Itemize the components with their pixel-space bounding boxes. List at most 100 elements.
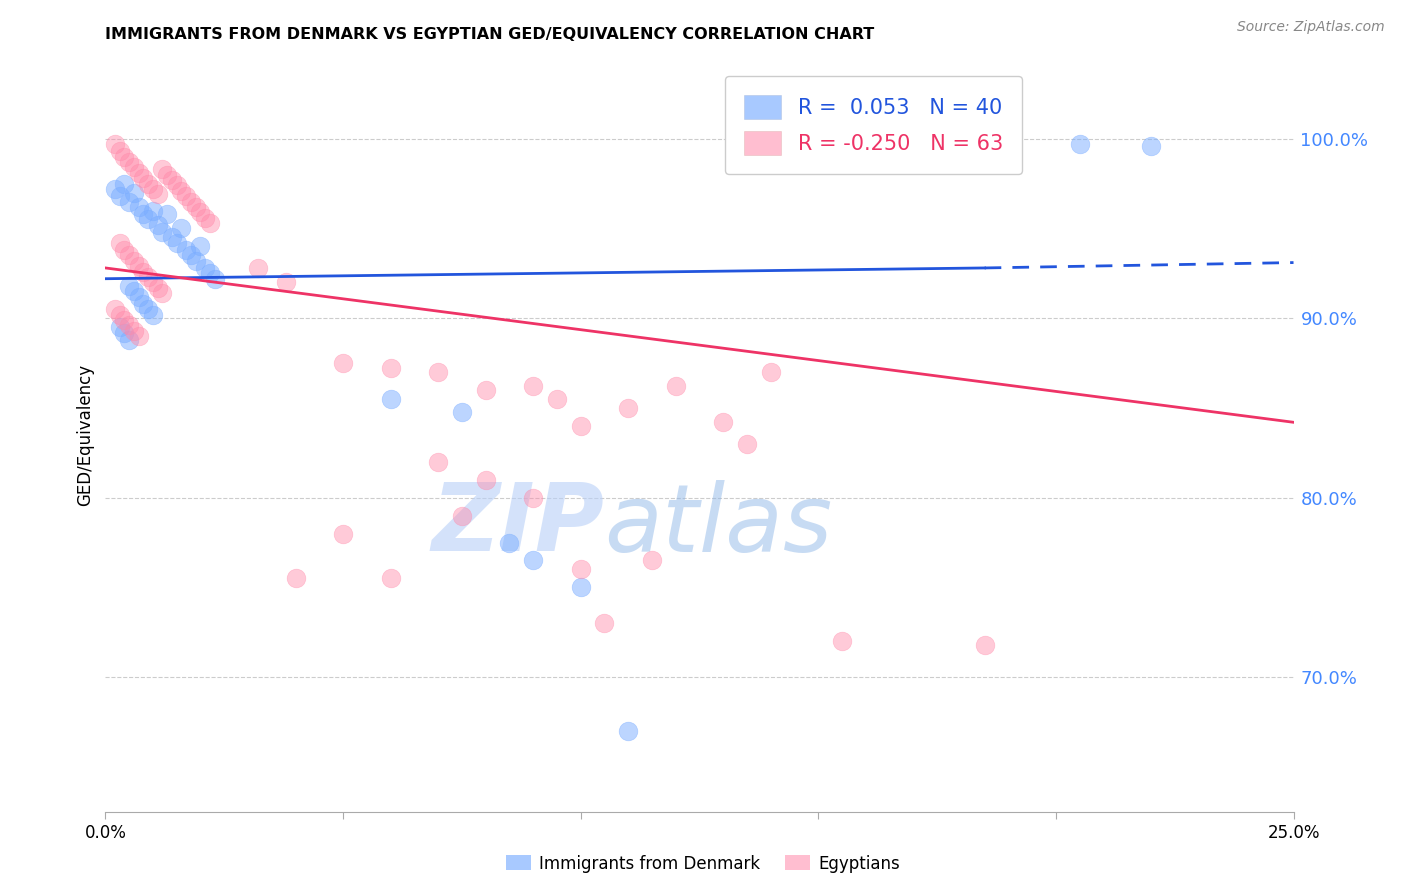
Point: [104, 137, 127, 152]
Point: [128, 166, 150, 180]
Point: [146, 187, 169, 202]
Point: [114, 326, 136, 340]
Point: [128, 290, 150, 304]
Point: [128, 200, 150, 214]
Point: [114, 177, 136, 191]
Point: [427, 455, 450, 469]
Point: [665, 379, 688, 393]
Point: [118, 248, 141, 262]
Point: [522, 379, 544, 393]
Point: [122, 253, 145, 268]
Point: [759, 365, 782, 379]
Point: [498, 535, 520, 549]
Point: [474, 383, 496, 397]
Point: [108, 308, 131, 322]
Point: [132, 297, 155, 311]
Legend: Immigrants from Denmark, Egyptians: Immigrants from Denmark, Egyptians: [499, 848, 907, 880]
Point: [136, 177, 159, 191]
Point: [142, 308, 165, 322]
Point: [136, 302, 159, 317]
Point: [146, 218, 169, 232]
Point: [136, 212, 159, 227]
Point: [831, 634, 853, 648]
Point: [108, 145, 131, 159]
Point: [711, 415, 734, 429]
Point: [142, 275, 165, 289]
Point: [569, 562, 592, 576]
Point: [136, 269, 159, 284]
Point: [152, 286, 174, 301]
Point: [104, 182, 127, 196]
Point: [332, 526, 354, 541]
Point: [1140, 139, 1163, 153]
Point: [108, 320, 131, 334]
Point: [1069, 137, 1091, 152]
Point: [194, 211, 217, 225]
Point: [180, 194, 202, 209]
Point: [152, 162, 174, 177]
Point: [617, 723, 640, 738]
Point: [198, 266, 221, 280]
Point: [174, 243, 197, 257]
Text: IMMIGRANTS FROM DENMARK VS EGYPTIAN GED/EQUIVALENCY CORRELATION CHART: IMMIGRANTS FROM DENMARK VS EGYPTIAN GED/…: [105, 27, 875, 42]
Point: [380, 392, 402, 406]
Point: [128, 259, 150, 273]
Point: [104, 302, 127, 317]
Point: [380, 571, 402, 585]
Point: [194, 260, 217, 275]
Text: ZIP: ZIP: [432, 479, 605, 571]
Point: [569, 418, 592, 433]
Point: [108, 235, 131, 250]
Point: [198, 216, 221, 230]
Point: [132, 264, 155, 278]
Point: [593, 616, 616, 631]
Point: [122, 285, 145, 299]
Point: [156, 168, 179, 182]
Point: [190, 239, 212, 253]
Point: [973, 638, 995, 652]
Point: [142, 182, 165, 196]
Point: [855, 141, 877, 155]
Point: [118, 318, 141, 333]
Point: [114, 243, 136, 257]
Point: [118, 155, 141, 169]
Point: [108, 189, 131, 203]
Point: [474, 473, 496, 487]
Point: [122, 324, 145, 338]
Point: [118, 333, 141, 347]
Point: [522, 553, 544, 567]
Point: [152, 225, 174, 239]
Text: atlas: atlas: [605, 480, 832, 571]
Point: [132, 171, 155, 186]
Point: [546, 392, 568, 406]
Point: [122, 161, 145, 175]
Point: [246, 260, 269, 275]
Point: [170, 221, 193, 235]
Point: [146, 281, 169, 295]
Y-axis label: GED/Equivalency: GED/Equivalency: [76, 364, 94, 506]
Point: [118, 194, 141, 209]
Legend: R =  0.053   N = 40, R = -0.250   N = 63: R = 0.053 N = 40, R = -0.250 N = 63: [725, 76, 1022, 174]
Text: Source: ZipAtlas.com: Source: ZipAtlas.com: [1237, 20, 1385, 34]
Point: [142, 203, 165, 218]
Point: [114, 313, 136, 327]
Point: [274, 275, 297, 289]
Point: [380, 361, 402, 376]
Point: [735, 437, 758, 451]
Point: [166, 235, 188, 250]
Point: [160, 173, 183, 187]
Point: [617, 401, 640, 415]
Point: [184, 200, 207, 214]
Point: [190, 205, 212, 219]
Point: [184, 253, 207, 268]
Point: [170, 184, 193, 198]
Point: [522, 491, 544, 505]
Point: [122, 186, 145, 200]
Point: [427, 365, 450, 379]
Point: [166, 178, 188, 193]
Point: [450, 404, 472, 418]
Point: [204, 271, 226, 285]
Point: [174, 189, 197, 203]
Point: [156, 207, 179, 221]
Point: [160, 230, 183, 244]
